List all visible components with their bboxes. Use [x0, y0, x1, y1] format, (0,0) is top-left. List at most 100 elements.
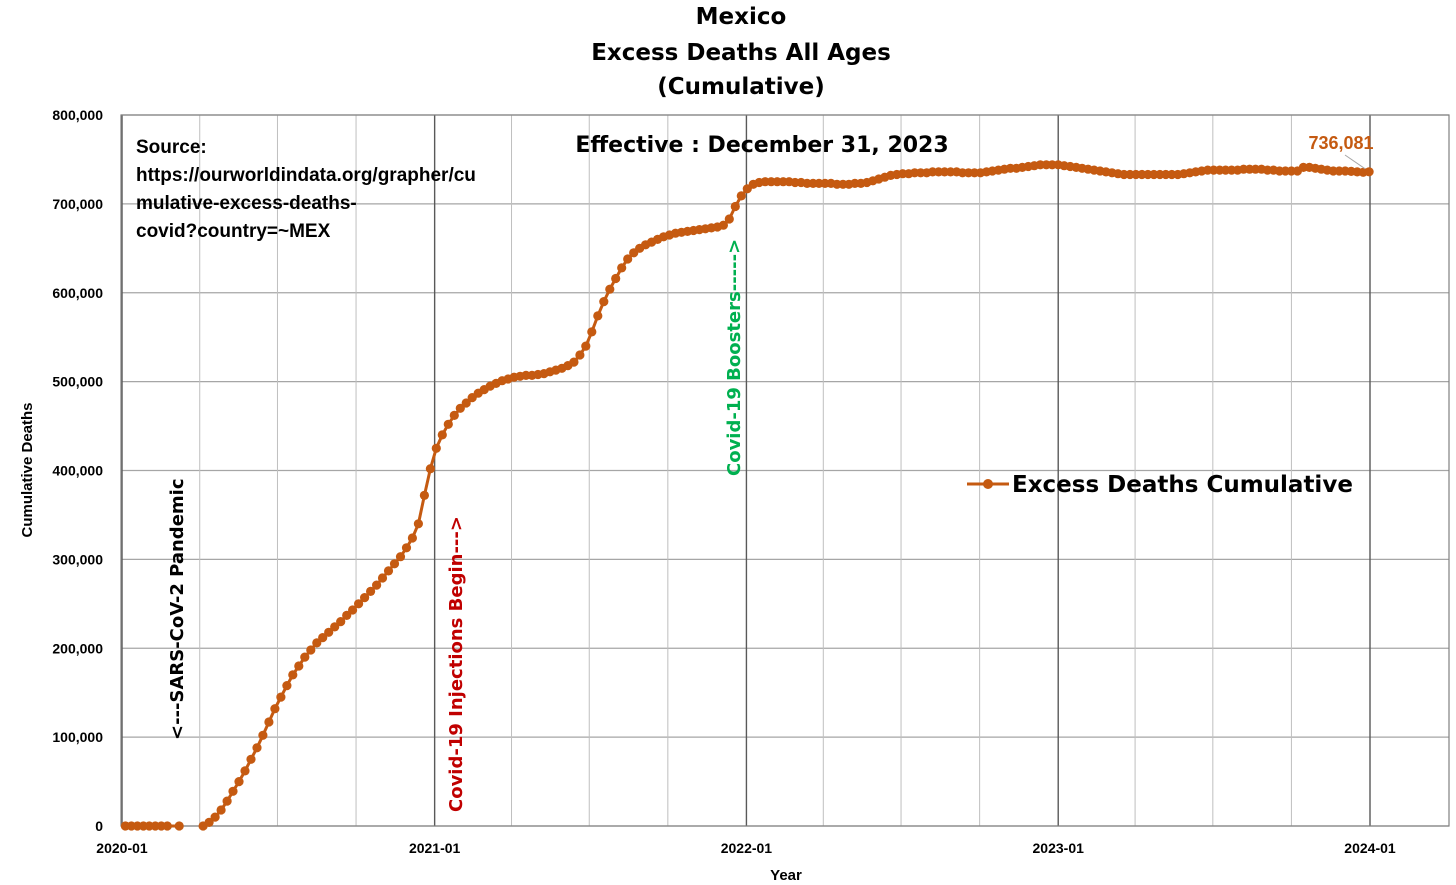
- data-point: [228, 786, 238, 796]
- data-point: [282, 681, 292, 691]
- data-point: [724, 214, 734, 224]
- annotation-label: <---SARS-CoV-2 Pandemic: [167, 478, 188, 740]
- data-point: [354, 599, 364, 609]
- x-tick-label: 2021-01: [409, 840, 461, 856]
- annotation-label: Covid-19 Injections Begin--->: [446, 516, 467, 812]
- data-point: [425, 464, 435, 474]
- y-tick-label: 300,000: [52, 551, 103, 567]
- effective-date-label: Effective : December 31, 2023: [575, 133, 948, 158]
- data-point: [288, 670, 298, 680]
- data-point: [360, 593, 370, 603]
- source-line-1: Source:: [136, 137, 207, 158]
- data-point: [366, 586, 376, 597]
- x-axis-label: Year: [770, 867, 802, 884]
- data-point: [383, 566, 394, 576]
- y-tick-label: 600,000: [52, 285, 103, 301]
- data-point: [306, 645, 316, 655]
- x-tick-label: 2020-01: [96, 840, 148, 856]
- data-point: [246, 754, 256, 764]
- data-point: [252, 743, 262, 753]
- y-tick-label: 800,000: [52, 107, 103, 123]
- data-point: [395, 552, 406, 562]
- data-point: [736, 191, 746, 201]
- data-point: [312, 638, 322, 648]
- y-axis-label: Cumulative Deaths: [19, 402, 36, 537]
- legend-dot-marker: [983, 479, 993, 489]
- data-point: [294, 661, 304, 671]
- data-point: [372, 580, 382, 590]
- data-point: [443, 419, 453, 429]
- data-point: [431, 443, 441, 453]
- y-tick-label: 500,000: [52, 374, 103, 390]
- data-point: [276, 692, 286, 702]
- data-point: [258, 730, 268, 740]
- chart-title-line-3: (Cumulative): [657, 74, 825, 100]
- data-point: [611, 273, 621, 284]
- data-point: [401, 543, 412, 553]
- data-point: [1364, 167, 1374, 177]
- data-point: [461, 398, 471, 408]
- data-point: [216, 805, 226, 815]
- data-point: [569, 357, 579, 367]
- source-line-2: https://ourworldindata.org/grapher/cu: [136, 165, 476, 186]
- data-point: [581, 341, 591, 351]
- data-point: [342, 610, 352, 621]
- x-tick-label: 2024-01: [1344, 840, 1396, 856]
- data-point: [730, 201, 740, 212]
- x-tick-label: 2023-01: [1033, 840, 1085, 856]
- data-point: [204, 817, 214, 828]
- data-point: [437, 430, 447, 440]
- source-line-4: covid?country=~MEX: [136, 221, 331, 242]
- data-point: [593, 311, 603, 321]
- plot-border: [120, 114, 1450, 827]
- data-point: [718, 220, 729, 230]
- x-tick-label: 2022-01: [721, 840, 773, 856]
- data-point: [210, 812, 220, 822]
- series-excess-deaths: [120, 160, 1374, 831]
- data-point: [234, 777, 244, 787]
- data-point: [162, 821, 172, 831]
- data-point: [300, 652, 310, 662]
- y-tick-label: 100,000: [52, 729, 103, 745]
- annotations: <---SARS-CoV-2 Pandemic Covid-19 Injectio…: [167, 239, 745, 812]
- data-point: [336, 617, 346, 627]
- data-point: [623, 254, 633, 264]
- last-value-leader-line: [1344, 154, 1366, 170]
- data-point: [389, 559, 400, 569]
- annotation-label: Covid-19 Boosters----->: [724, 239, 745, 476]
- y-tick-label: 700,000: [52, 196, 103, 212]
- data-point: [449, 410, 459, 420]
- data-point: [174, 821, 184, 831]
- y-axis-ticks: 0 100,000 200,000 300,000 400,000 500,000 600,…: [52, 107, 103, 834]
- data-point: [348, 605, 358, 615]
- data-point: [617, 263, 627, 273]
- data-point: [587, 327, 597, 337]
- data-point: [419, 490, 429, 500]
- data-point: [599, 297, 609, 307]
- data-point: [605, 284, 615, 294]
- last-value-label: 736,081: [1308, 133, 1373, 153]
- legend: Excess Deaths Cumulative: [967, 472, 1353, 498]
- y-tick-label: 200,000: [52, 640, 103, 656]
- legend-label: Excess Deaths Cumulative: [1012, 472, 1353, 498]
- chart-title-line-1: Mexico: [696, 4, 787, 30]
- data-point: [318, 633, 328, 643]
- data-point: [222, 796, 232, 806]
- data-point: [377, 573, 388, 583]
- data-point: [455, 403, 465, 413]
- data-point: [264, 717, 274, 727]
- y-tick-label: 0: [95, 818, 103, 834]
- data-point: [330, 622, 340, 632]
- data-point: [270, 704, 280, 714]
- grid-lines: [120, 114, 1450, 827]
- x-axis-ticks: 2020-01 2021-01 2022-01 2023-01 2024-01: [96, 840, 1396, 856]
- data-point: [575, 350, 585, 360]
- source-line-3: mulative-excess-deaths-: [136, 193, 357, 214]
- data-point: [407, 533, 417, 543]
- chart-title-line-2: Excess Deaths All Ages: [591, 40, 891, 66]
- data-point: [413, 519, 423, 529]
- y-tick-label: 400,000: [52, 463, 103, 479]
- data-point: [324, 627, 334, 637]
